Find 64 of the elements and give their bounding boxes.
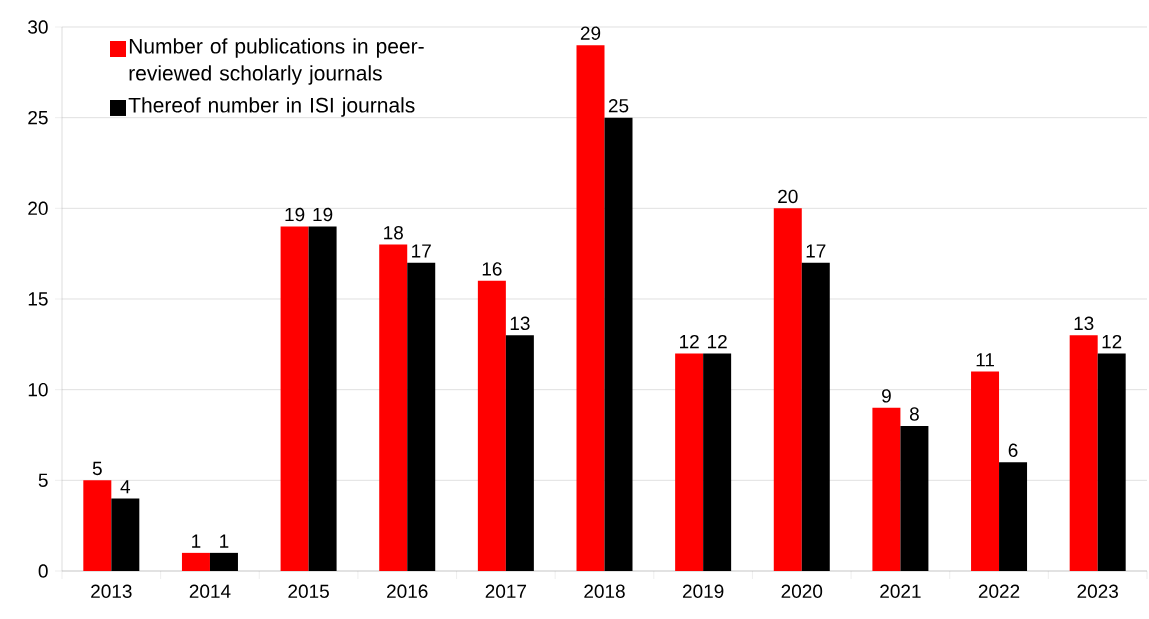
data-label: 16: [482, 262, 502, 276]
data-label: 20: [778, 189, 798, 204]
data-label: 9: [882, 389, 891, 403]
x-tick-label: 2013: [91, 584, 132, 598]
bar: [999, 462, 1028, 571]
bar: [181, 552, 210, 571]
bar: [773, 208, 802, 571]
data-label: 8: [909, 407, 919, 421]
bar: [703, 353, 732, 571]
bar: [604, 117, 633, 571]
bar: [505, 335, 534, 571]
x-tick-label: 2017: [485, 584, 527, 598]
x-tick-label: 2023: [1077, 584, 1118, 598]
data-label: 18: [384, 225, 403, 240]
y-tick-label: 25: [28, 110, 48, 125]
y-tick-label: 5: [38, 473, 48, 487]
x-tick-label: 2020: [781, 584, 823, 598]
data-label: 12: [1102, 334, 1122, 349]
x-tick-label: 2015: [288, 584, 329, 598]
data-label: 5: [92, 461, 102, 476]
x-tick-label: 2014: [189, 584, 231, 598]
data-label: 17: [806, 244, 826, 258]
x-tick-label: 2016: [387, 584, 428, 598]
data-label: 19: [313, 207, 333, 222]
bar: [83, 480, 112, 571]
data-label: 1: [192, 534, 201, 548]
y-tick-label: 15: [28, 292, 48, 306]
bar: [280, 226, 309, 571]
data-label: 19: [285, 207, 305, 222]
bar: [111, 498, 140, 571]
data-label: 6: [1008, 443, 1018, 457]
bar: [900, 425, 929, 571]
data-label: 4: [120, 480, 131, 494]
y-tick-label: 10: [28, 382, 48, 397]
bar: [1097, 353, 1126, 571]
data-label: 29: [580, 26, 601, 40]
y-tick-label: 0: [38, 564, 48, 578]
y-tick-label: 20: [28, 201, 48, 216]
data-label: 17: [412, 244, 431, 258]
data-label: 13: [510, 316, 530, 331]
legend-label: Thereof number in ISI journals: [128, 97, 415, 117]
bar: [675, 353, 704, 571]
x-tick-label: 2021: [880, 584, 921, 598]
data-label: 1: [220, 534, 229, 548]
bar: [1069, 335, 1098, 571]
x-tick-label: 2022: [978, 584, 1020, 598]
legend-label: Number of publications in peer-reviewed scholarly journals: [129, 38, 424, 85]
data-label: 12: [680, 334, 699, 349]
bar: [477, 280, 506, 571]
data-label: 25: [608, 99, 629, 113]
bar: [801, 262, 830, 571]
bar: [971, 371, 1000, 571]
bar: [407, 262, 436, 571]
data-label: 11: [976, 353, 994, 367]
data-label: 12: [708, 334, 727, 349]
x-tick-label: 2019: [682, 584, 724, 598]
bar: [209, 552, 238, 571]
bar: [308, 226, 337, 571]
bar: [872, 407, 901, 571]
bar: [379, 244, 408, 571]
bar: [576, 45, 605, 571]
x-tick-label: 2018: [584, 584, 625, 598]
data-label: 13: [1074, 316, 1094, 331]
y-tick-label: 30: [28, 20, 48, 34]
